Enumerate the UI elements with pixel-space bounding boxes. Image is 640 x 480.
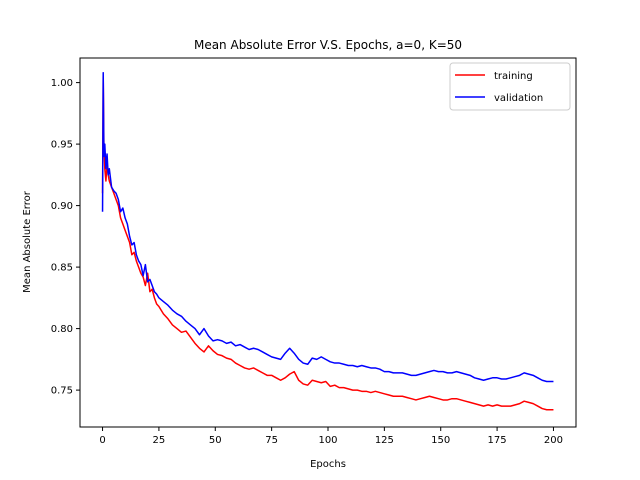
x-tick-label: 25 xyxy=(153,435,166,446)
chart-title: Mean Absolute Error V.S. Epochs, a=0, K=… xyxy=(194,38,462,52)
x-tick-label: 75 xyxy=(265,435,278,446)
y-tick-label: 1.00 xyxy=(51,78,73,89)
series-layer xyxy=(101,72,554,411)
series-line-training xyxy=(101,75,554,411)
x-tick-label: 100 xyxy=(318,435,337,446)
legend-label-training: training xyxy=(494,71,533,82)
y-tick-label: 0.90 xyxy=(51,201,73,212)
y-tick-label: 0.75 xyxy=(51,386,73,397)
x-tick-label: 125 xyxy=(375,435,394,446)
x-axis: 0 25 50 75 100 125 150 175 200 xyxy=(99,427,563,446)
y-axis: 0.75 0.80 0.85 0.90 0.95 1.00 xyxy=(51,78,80,397)
x-tick-label: 0 xyxy=(99,435,105,446)
x-tick-label: 175 xyxy=(488,435,507,446)
y-tick-label: 0.95 xyxy=(51,140,73,151)
y-tick-label: 0.85 xyxy=(51,263,73,274)
y-axis-label: Mean Absolute Error xyxy=(22,190,33,293)
y-tick-label: 0.80 xyxy=(51,324,73,335)
legend-label-validation: validation xyxy=(494,93,543,104)
x-tick-label: 50 xyxy=(209,435,222,446)
series-line-validation xyxy=(101,72,554,383)
legend: training validation xyxy=(449,62,571,111)
x-tick-label: 200 xyxy=(544,435,563,446)
x-axis-label: Epochs xyxy=(310,459,346,470)
x-tick-label: 150 xyxy=(431,435,450,446)
